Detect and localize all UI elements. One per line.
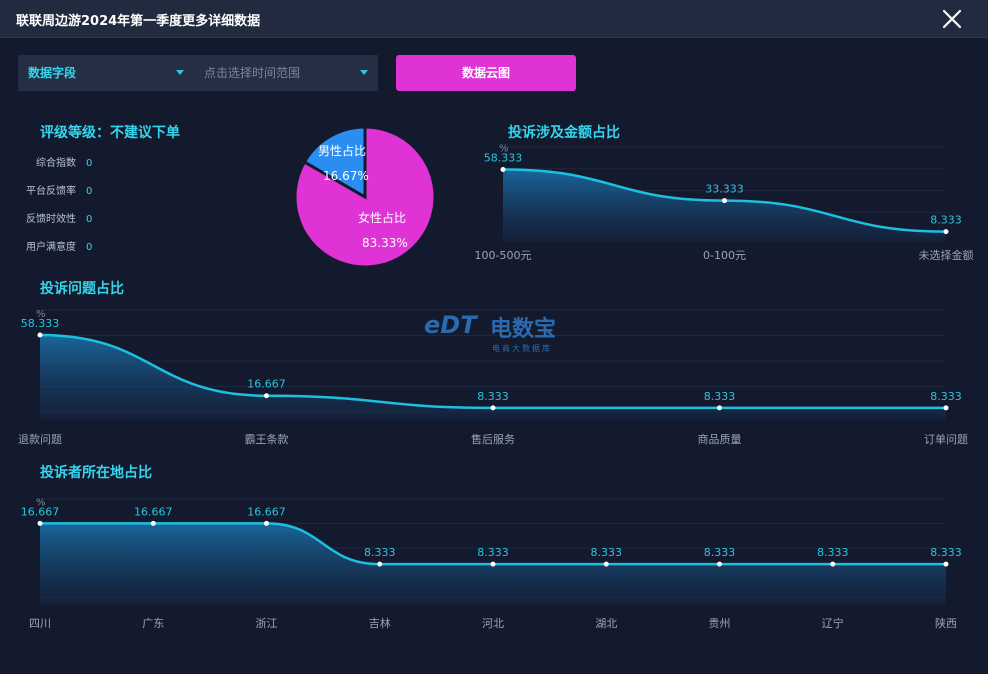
category-label: 四川 — [29, 617, 51, 630]
chevron-down-icon — [360, 70, 368, 75]
category-label: 浙江 — [256, 617, 278, 630]
category-label: 售后服务 — [471, 432, 515, 446]
close-icon[interactable] — [940, 7, 964, 31]
category-label: 贵州 — [709, 617, 731, 630]
data-point — [603, 561, 609, 567]
rating-metric-value: 0 — [86, 214, 93, 225]
data-label: 16.667 — [21, 505, 60, 518]
pie-slice-label: 男性占比 — [318, 143, 366, 158]
data-point — [943, 561, 949, 567]
pie-slice-female — [293, 125, 437, 269]
data-label: 8.333 — [591, 546, 623, 559]
field-select[interactable]: 数据字段 — [18, 55, 194, 91]
data-label: 8.333 — [930, 214, 962, 227]
data-point — [377, 561, 383, 567]
category-label: 辽宁 — [822, 616, 844, 630]
category-label: 订单问题 — [924, 433, 968, 446]
category-label: 陕西 — [935, 616, 957, 630]
rating-metric-value: 0 — [86, 242, 93, 253]
data-label: 33.333 — [705, 183, 744, 196]
window-title: 联联周边游2024年第一季度更多详细数据 — [16, 14, 261, 29]
pie-slice-value: 83.33% — [362, 236, 408, 250]
data-point — [830, 561, 836, 567]
field-select-value: 数据字段 — [28, 66, 77, 80]
area-fill — [40, 335, 946, 420]
area-fill — [503, 169, 946, 242]
data-label: 16.667 — [247, 378, 286, 391]
category-label: 吉林 — [369, 616, 391, 630]
rating-metric-row: 平台反馈率 0 — [18, 182, 92, 197]
pie-slice-label: 女性占比 — [358, 210, 406, 225]
data-label: 58.333 — [21, 317, 60, 330]
data-label: 8.333 — [930, 546, 962, 559]
chart-title-issue: 投诉问题占比 — [40, 281, 124, 297]
title-bar: 联联周边游2024年第一季度更多详细数据 — [0, 0, 988, 38]
time-range-placeholder: 点击选择时间范围 — [204, 66, 301, 80]
amount-area-chart: %58.333 100-500元 33.333 0-100元 8.333 未选择金额 — [475, 144, 974, 262]
category-label: 商品质量 — [698, 432, 742, 446]
chart-title-amount: 投诉涉及金额占比 — [508, 125, 620, 141]
rating-metric-label: 用户满意度 — [26, 242, 76, 253]
time-range-select[interactable]: 点击选择时间范围 — [194, 55, 378, 91]
category-label: 广东 — [142, 617, 164, 630]
rating-metric-label: 综合指数 — [36, 158, 76, 169]
rating-title: 评级等级：不建议下单 — [40, 125, 180, 141]
category-label: 退款问题 — [18, 432, 62, 446]
category-label: 100-500元 — [475, 249, 532, 262]
unit-label: % — [36, 497, 46, 508]
data-point — [500, 167, 506, 173]
rating-metric-row: 反馈时效性 0 — [18, 210, 92, 225]
category-label: 0-100元 — [703, 249, 746, 262]
issue-area-chart: %58.333 退款问题 16.667 霸王条款 8.333 售后服务 8.333 商品质量 8… — [18, 309, 968, 446]
data-point — [717, 561, 722, 567]
category-label: 未选择金额 — [919, 248, 974, 262]
data-label: 8.333 — [364, 546, 396, 559]
data-point — [490, 561, 496, 567]
data-point — [490, 405, 496, 411]
category-label: 霸王条款 — [245, 432, 289, 446]
pie-slice-value: 16.67% — [323, 169, 369, 183]
data-point — [37, 520, 43, 526]
rating-metric-row: 用户满意度 0 — [18, 238, 92, 253]
region-area-chart: %16.667四川16.667广东16.667浙江8.333吉林8.333河北8… — [21, 497, 962, 630]
data-label: 8.333 — [930, 390, 962, 403]
data-point — [264, 393, 269, 399]
rating-metric-label: 平台反馈率 — [26, 186, 76, 197]
data-point — [37, 332, 43, 338]
watermark-sub: 电商大数据库 — [492, 344, 552, 353]
data-cloud-button[interactable]: 数据云图 — [396, 55, 576, 91]
data-label: 8.333 — [704, 546, 736, 559]
data-label: 8.333 — [477, 390, 509, 403]
data-point — [264, 520, 269, 526]
data-point — [943, 229, 949, 235]
category-label: 河北 — [482, 617, 504, 630]
data-label: 16.667 — [247, 505, 286, 518]
data-point — [722, 198, 727, 204]
category-label: 湖北 — [595, 617, 617, 630]
data-point — [943, 405, 949, 411]
watermark-main: 电数宝 — [490, 317, 557, 342]
data-label: 58.333 — [484, 152, 523, 165]
area-fill — [40, 523, 946, 605]
rating-metric-label: 反馈时效性 — [26, 214, 76, 225]
data-point — [717, 405, 722, 411]
rating-metric-value: 0 — [86, 158, 93, 169]
rating-metric-row: 综合指数 0 — [18, 154, 92, 169]
data-label: 16.667 — [134, 505, 173, 518]
watermark-logo: eDT — [424, 311, 477, 339]
pie-slice-male — [302, 125, 367, 200]
chevron-down-icon — [176, 70, 184, 75]
watermark: eDT 电数宝 电商大数据库 — [424, 305, 574, 361]
data-point — [150, 520, 156, 526]
chart-title-region: 投诉者所在地占比 — [40, 465, 152, 481]
data-label: 8.333 — [477, 546, 509, 559]
data-label: 8.333 — [817, 546, 849, 559]
unit-label: % — [499, 144, 509, 155]
gender-pie-chart: 男性占比 16.67% 女性占比 83.33% — [293, 125, 437, 269]
rating-metric-value: 0 — [86, 186, 93, 197]
data-label: 8.333 — [704, 390, 736, 403]
unit-label: % — [36, 309, 46, 320]
